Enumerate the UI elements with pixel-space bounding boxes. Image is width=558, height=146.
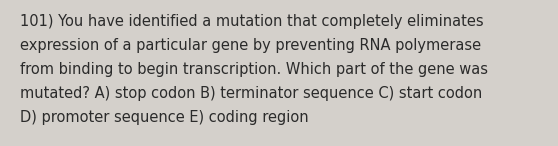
- Text: expression of a particular gene by preventing RNA polymerase: expression of a particular gene by preve…: [20, 38, 481, 53]
- Text: mutated? A) stop codon B) terminator sequence C) start codon: mutated? A) stop codon B) terminator seq…: [20, 86, 482, 101]
- Text: D) promoter sequence E) coding region: D) promoter sequence E) coding region: [20, 110, 309, 125]
- Text: from binding to begin transcription. Which part of the gene was: from binding to begin transcription. Whi…: [20, 62, 488, 77]
- Text: 101) You have identified a mutation that completely eliminates: 101) You have identified a mutation that…: [20, 14, 484, 29]
